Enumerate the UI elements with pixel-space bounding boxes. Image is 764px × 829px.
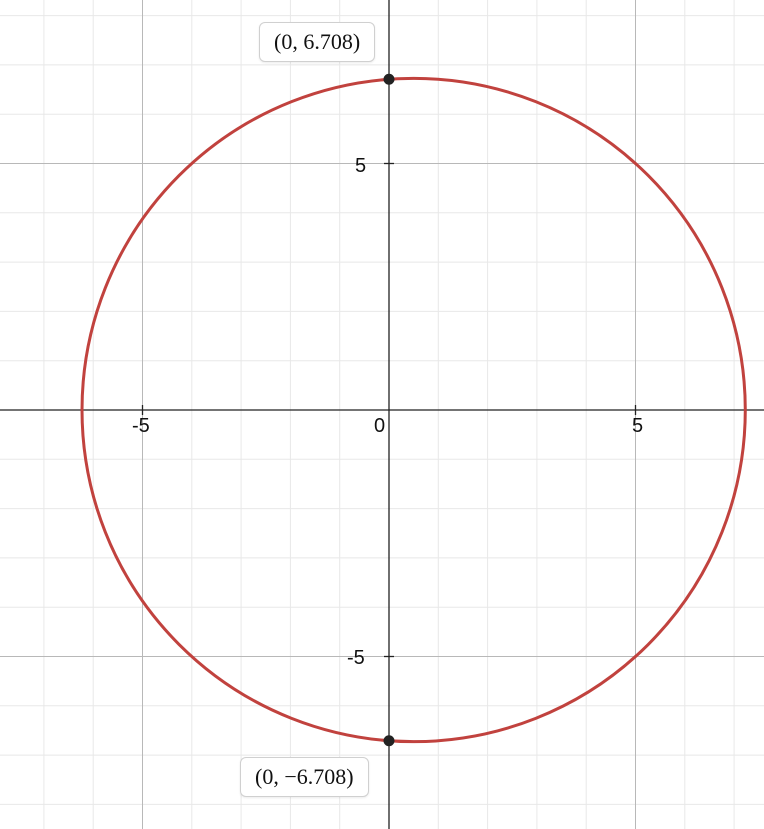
point-label-top: (0, 6.708) [259, 22, 375, 62]
x-tick-label-0: -5 [132, 415, 150, 438]
x-tick-label-2: 5 [632, 415, 643, 438]
point-label-top-text: (0, 6.708) [274, 29, 360, 54]
y-tick-label-1: -5 [347, 647, 365, 670]
graph-viewport: (0, 6.708) (0, −6.708) -5 0 5 5 -5 [0, 0, 764, 829]
y-tick-label-0: 5 [355, 155, 366, 178]
x-tick-label-1: 0 [374, 415, 385, 438]
point-label-bottom: (0, −6.708) [240, 757, 369, 797]
point-label-bottom-text: (0, −6.708) [255, 764, 354, 789]
